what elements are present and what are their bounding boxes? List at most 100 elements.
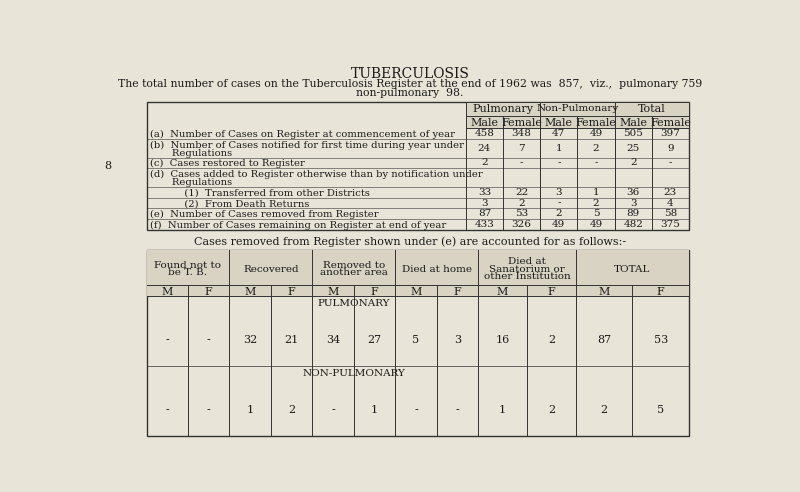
- Text: -: -: [557, 199, 561, 208]
- Text: 25: 25: [626, 144, 640, 153]
- Text: 1: 1: [371, 405, 378, 415]
- Text: Female: Female: [575, 118, 617, 127]
- Text: 27: 27: [367, 335, 382, 344]
- Text: 34: 34: [326, 335, 340, 344]
- Text: -: -: [331, 405, 335, 415]
- Text: 3: 3: [481, 199, 488, 208]
- Text: Female: Female: [650, 118, 691, 127]
- Text: 2: 2: [593, 144, 599, 153]
- Text: -: -: [669, 158, 672, 167]
- Text: F: F: [288, 287, 295, 297]
- Text: 33: 33: [478, 188, 491, 197]
- Text: 5: 5: [593, 209, 599, 218]
- Text: -: -: [414, 405, 418, 415]
- Text: 3: 3: [454, 335, 461, 344]
- Text: 326: 326: [512, 220, 531, 229]
- Bar: [466, 102, 689, 128]
- Text: 22: 22: [515, 188, 528, 197]
- Text: 505: 505: [623, 129, 643, 138]
- Text: F: F: [205, 287, 213, 297]
- Text: be T. B.: be T. B.: [169, 269, 207, 277]
- Text: 375: 375: [661, 220, 680, 229]
- Text: (a)  Number of Cases on Register at commencement of year: (a) Number of Cases on Register at comme…: [150, 130, 454, 139]
- Text: 5: 5: [413, 335, 419, 344]
- Text: M: M: [162, 287, 173, 297]
- Text: (b)  Number of Cases notified for first time during year under: (b) Number of Cases notified for first t…: [150, 141, 464, 150]
- Bar: [146, 250, 689, 436]
- Text: 1: 1: [593, 188, 599, 197]
- Text: M: M: [245, 287, 256, 297]
- Text: The total number of cases on the Tuberculosis Register at the end of 1962 was  8: The total number of cases on the Tubercu…: [118, 79, 702, 89]
- Text: 4: 4: [667, 199, 674, 208]
- Text: 3: 3: [630, 199, 637, 208]
- Text: Recovered: Recovered: [243, 265, 298, 274]
- Text: (d)  Cases added to Register otherwise than by notification under: (d) Cases added to Register otherwise th…: [150, 170, 482, 179]
- Text: (f)  Number of Cases remaining on Register at end of year: (f) Number of Cases remaining on Registe…: [150, 221, 446, 230]
- Text: -: -: [594, 158, 598, 167]
- Text: Sanatorium or: Sanatorium or: [489, 265, 565, 274]
- Text: 9: 9: [667, 144, 674, 153]
- Bar: [146, 102, 689, 230]
- Text: 49: 49: [590, 220, 602, 229]
- Text: 1: 1: [555, 144, 562, 153]
- Text: 49: 49: [552, 220, 566, 229]
- Text: PULMONARY: PULMONARY: [318, 299, 390, 308]
- Text: M: M: [497, 287, 508, 297]
- Text: 87: 87: [597, 335, 611, 344]
- Text: 53: 53: [654, 335, 668, 344]
- Text: F: F: [657, 287, 665, 297]
- Text: 1: 1: [246, 405, 254, 415]
- Text: 2: 2: [518, 199, 525, 208]
- Text: Male: Male: [619, 118, 647, 127]
- Text: Regulations: Regulations: [150, 149, 232, 158]
- Text: -: -: [207, 405, 210, 415]
- Text: F: F: [370, 287, 378, 297]
- Text: Non-Pulmonary: Non-Pulmonary: [536, 104, 618, 113]
- Text: 32: 32: [243, 335, 258, 344]
- Text: Found not to: Found not to: [154, 261, 222, 270]
- Text: Removed to: Removed to: [322, 261, 385, 270]
- Text: 2: 2: [481, 158, 488, 167]
- Text: NON-PULMONARY: NON-PULMONARY: [302, 369, 406, 377]
- Text: 8: 8: [104, 161, 111, 171]
- Text: 2: 2: [593, 199, 599, 208]
- Text: 16: 16: [495, 335, 510, 344]
- Text: TOTAL: TOTAL: [614, 265, 650, 274]
- Text: Male: Male: [545, 118, 573, 127]
- Text: Female: Female: [501, 118, 542, 127]
- Text: -: -: [166, 405, 169, 415]
- Text: 87: 87: [478, 209, 491, 218]
- Text: 458: 458: [474, 129, 494, 138]
- Text: Total: Total: [638, 104, 666, 114]
- Text: (c)  Cases restored to Register: (c) Cases restored to Register: [150, 159, 305, 168]
- Text: 7: 7: [518, 144, 525, 153]
- Text: Cases removed from Register shown under (e) are accounted for as follows:-: Cases removed from Register shown under …: [194, 236, 626, 246]
- Text: 2: 2: [630, 158, 637, 167]
- Text: F: F: [547, 287, 555, 297]
- Text: M: M: [598, 287, 610, 297]
- Text: (1)  Transferred from other Districts: (1) Transferred from other Districts: [150, 188, 370, 197]
- Text: 397: 397: [661, 129, 680, 138]
- Text: 1: 1: [499, 405, 506, 415]
- Text: M: M: [327, 287, 338, 297]
- Text: another area: another area: [320, 269, 388, 277]
- Text: Died at home: Died at home: [402, 265, 472, 274]
- Text: 3: 3: [555, 188, 562, 197]
- Text: -: -: [455, 405, 459, 415]
- Text: TUBERCULOSIS: TUBERCULOSIS: [350, 67, 470, 81]
- Text: M: M: [410, 287, 422, 297]
- Text: -: -: [557, 158, 561, 167]
- Text: 53: 53: [515, 209, 528, 218]
- Text: 24: 24: [478, 144, 491, 153]
- Text: 21: 21: [285, 335, 298, 344]
- Text: 89: 89: [626, 209, 640, 218]
- Text: (2)  From Death Returns: (2) From Death Returns: [150, 199, 309, 208]
- Text: 36: 36: [626, 188, 640, 197]
- Text: other Institution: other Institution: [484, 273, 570, 281]
- Text: 482: 482: [623, 220, 643, 229]
- Text: -: -: [520, 158, 523, 167]
- Text: Pulmonary: Pulmonary: [473, 104, 534, 114]
- Text: -: -: [166, 335, 169, 344]
- Text: 49: 49: [590, 129, 602, 138]
- Text: Regulations: Regulations: [150, 178, 232, 187]
